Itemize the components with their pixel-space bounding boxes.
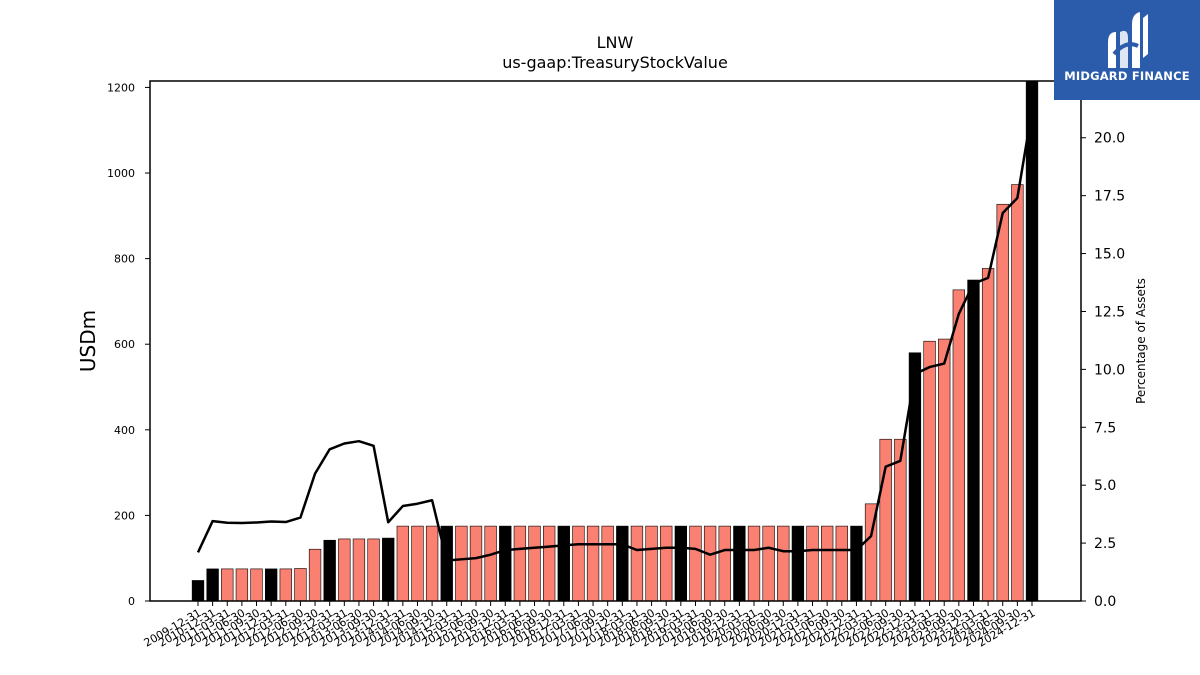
- bar: [279, 568, 292, 602]
- bar: [967, 279, 980, 602]
- bar: [952, 289, 965, 602]
- bar: [879, 438, 892, 602]
- bar: [528, 525, 541, 602]
- bar: [616, 525, 629, 602]
- bar: [923, 340, 936, 602]
- y2-tick-label: 10.0: [1094, 362, 1125, 378]
- bar: [601, 525, 614, 602]
- y2-tick-label: 12.5: [1094, 304, 1125, 320]
- bar: [513, 525, 527, 602]
- y2-tick-label: 0.0: [1094, 594, 1116, 610]
- bar: [630, 525, 644, 602]
- y2-tick-label: 15.0: [1094, 247, 1125, 263]
- bar: [352, 538, 366, 602]
- chart-subtitle: us-gaap:TreasuryStockValue: [502, 53, 728, 72]
- y-tick-label: 400: [114, 424, 135, 437]
- bar: [689, 525, 702, 602]
- bar: [777, 525, 790, 602]
- y-tick-label: 1200: [107, 81, 135, 94]
- bar: [821, 525, 834, 602]
- bar: [221, 568, 234, 602]
- plot-frame: [149, 80, 1082, 602]
- bar: [543, 525, 556, 602]
- bar: [425, 525, 439, 602]
- y-axis-label: USDm: [76, 310, 100, 372]
- bar: [455, 525, 468, 602]
- bar: [586, 525, 600, 602]
- bar: [411, 525, 424, 602]
- y2-axis-label: Percentage of Assets: [1134, 278, 1148, 404]
- bar: [206, 568, 219, 602]
- bar: [703, 525, 717, 602]
- bar: [484, 525, 497, 602]
- bar: [382, 537, 395, 602]
- y2-tick-label: 20.0: [1094, 131, 1125, 147]
- bar: [762, 525, 775, 602]
- y2-tick-label: 7.5: [1094, 420, 1116, 436]
- bar: [718, 525, 731, 602]
- y-axis: 0 200 400 600 800 1000 1200: [107, 81, 150, 608]
- bar: [996, 203, 1009, 602]
- y2-axis: 0.0 2.5 5.0 7.5 10.0 12.5 15.0 17.5 20.0: [1081, 131, 1125, 610]
- bar: [308, 548, 322, 602]
- y2-tick-label: 17.5: [1094, 189, 1125, 205]
- bar: [323, 539, 336, 602]
- bar: [806, 525, 819, 602]
- bar: [1025, 80, 1039, 602]
- brand-logo: MIDGARD FINANCE: [1054, 0, 1200, 100]
- bar: [499, 525, 512, 602]
- bar: [396, 525, 409, 602]
- y2-tick-label: 5.0: [1094, 478, 1116, 494]
- bar: [265, 568, 278, 602]
- bar: [191, 580, 205, 602]
- pct-line-group: [196, 109, 1034, 562]
- bar: [440, 525, 453, 602]
- bar: [791, 525, 805, 602]
- bar: [367, 538, 380, 602]
- bar: [645, 525, 658, 602]
- chart-title: LNW: [597, 33, 634, 52]
- y2-tick-label: 2.5: [1094, 536, 1116, 552]
- bar: [469, 525, 483, 602]
- bar: [250, 568, 263, 602]
- bar: [674, 525, 687, 602]
- logo-text: MIDGARD FINANCE: [1064, 69, 1190, 83]
- midgard-logo-icon: [1108, 12, 1148, 68]
- y-tick-label: 1000: [107, 167, 135, 180]
- bar: [557, 525, 570, 602]
- bar: [294, 568, 307, 602]
- bar: [235, 568, 249, 602]
- bar: [660, 525, 673, 602]
- bars-group: [191, 80, 1039, 602]
- y-tick-label: 800: [114, 253, 135, 266]
- bar: [938, 338, 951, 602]
- bar: [908, 352, 922, 602]
- bar: [733, 525, 746, 602]
- y-tick-label: 600: [114, 338, 135, 351]
- bar: [747, 525, 761, 602]
- pct-assets-line: [196, 109, 1034, 562]
- bar: [572, 525, 585, 602]
- bar: [981, 268, 995, 602]
- bar: [850, 525, 863, 602]
- x-axis: 2009-12-312010-12-312011-03-312011-06-30…: [142, 601, 1038, 650]
- y-tick-label: 200: [114, 509, 135, 522]
- bar: [1011, 184, 1024, 602]
- y-tick-label: 0: [128, 595, 135, 608]
- bar: [835, 525, 848, 602]
- bar: [338, 538, 351, 602]
